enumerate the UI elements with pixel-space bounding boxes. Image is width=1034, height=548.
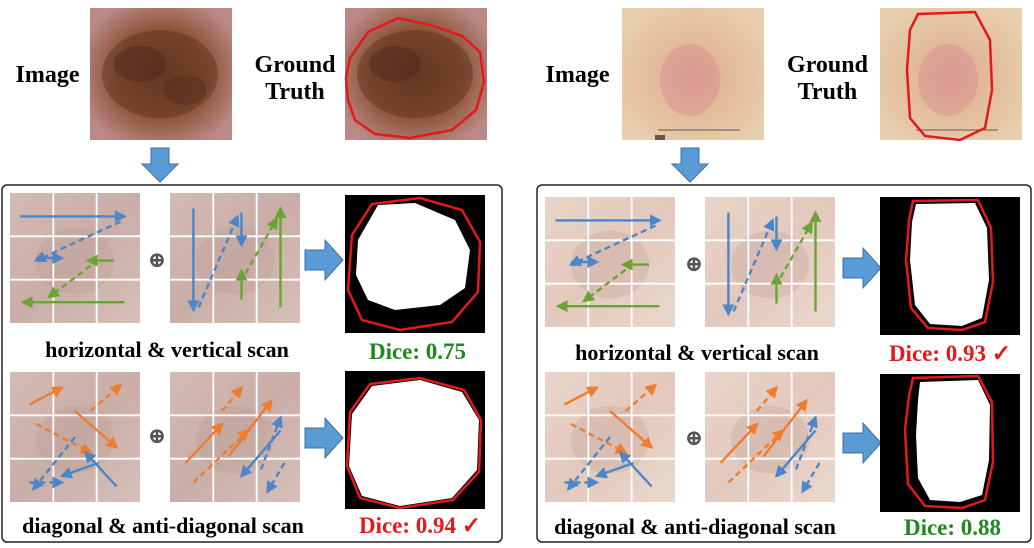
right-d-scan-arrow — [624, 383, 658, 412]
left-d-scan-arrow — [31, 436, 76, 491]
left-hv-to-pred-arrow — [304, 238, 344, 282]
right-image-label: Image — [545, 62, 610, 88]
right-a-scan-tile — [705, 372, 835, 502]
right-hv-combine-icon: ⊕ — [684, 251, 704, 276]
right-gt-contour — [905, 10, 994, 142]
right-d-scan-arrow — [563, 386, 600, 406]
left-hv-prediction — [345, 195, 485, 333]
left-source-image — [90, 8, 232, 140]
right-diag-prediction — [880, 374, 1020, 512]
right-d-scan-arrow — [570, 422, 628, 454]
left-ground-truth-image — [344, 8, 487, 140]
right-a-scan-arrow — [727, 428, 785, 484]
right-panel-frame — [536, 184, 1032, 543]
left-ground-truth-label: Ground Truth — [254, 52, 336, 105]
right-hv-check-icon: ✓ — [991, 341, 1012, 366]
left-hv-caption: horizontal & vertical scan — [45, 337, 289, 362]
left-gt-contour — [344, 16, 486, 140]
left-diag-combine-icon: ⊕ — [147, 423, 167, 448]
left-a-scan-arrow — [266, 462, 286, 494]
right-diag-caption: diagonal & anti-diagonal scan — [554, 514, 836, 539]
left-panel-frame — [1, 184, 503, 543]
left-v-scan-arrow — [244, 216, 278, 275]
left-d-scan-arrow — [74, 410, 119, 449]
right-d-scan-arrow — [566, 436, 611, 491]
right-hv-dice: Dice: 0.93 ✓ — [888, 341, 1012, 366]
left-d-scan-arrow — [28, 386, 65, 406]
right-a-scan-arrow — [801, 462, 821, 494]
right-ground-truth-label: Ground Truth — [787, 52, 868, 105]
left-down-arrow — [140, 147, 180, 183]
right-ground-truth-image — [880, 8, 1022, 142]
right-v-scan-arrow — [732, 218, 775, 312]
right-h-scan-arrow — [568, 224, 657, 267]
left-h-scan-tile — [10, 193, 140, 323]
right-hv-prediction — [880, 197, 1020, 335]
left-diag-dice: Dice: 0.94 ✓ — [358, 513, 482, 538]
right-d-scan-arrow — [609, 410, 654, 449]
right-source-image — [622, 8, 764, 140]
left-diag-caption: diagonal & anti-diagonal scan — [22, 513, 304, 538]
left-d-scan-arrow — [83, 450, 118, 488]
right-diag-dice: Dice: 0.88 — [903, 515, 1002, 540]
left-hv-dice: Dice: 0.75 — [368, 339, 467, 364]
left-image-label: Image — [15, 62, 80, 88]
right-a-scan-arrow — [762, 398, 808, 458]
right-h-scan-arrow — [582, 268, 627, 303]
left-diag-check-icon: ✓ — [461, 513, 482, 538]
left-h-scan-arrow — [47, 264, 92, 299]
left-diag-prediction — [345, 371, 485, 510]
left-a-scan-arrow — [184, 422, 224, 464]
right-hv-caption: horizontal & vertical scan — [575, 340, 819, 365]
left-a-scan-tile — [170, 372, 300, 502]
right-d-scan-arrow — [618, 450, 653, 488]
scan-arrows — [20, 206, 822, 494]
right-diag-to-pred-arrow — [842, 421, 882, 465]
left-v-scan-arrow — [197, 214, 240, 308]
left-a-scan-arrow — [192, 428, 250, 484]
left-a-scan-arrow — [221, 385, 244, 412]
right-down-arrow — [670, 147, 710, 183]
right-h-scan-tile — [545, 197, 675, 327]
right-d-scan-arrow — [594, 461, 634, 479]
right-hv-to-pred-arrow — [842, 246, 882, 290]
left-a-scan-arrow — [227, 398, 273, 458]
right-a-scan-arrow — [756, 385, 779, 412]
left-d-scan-arrow — [89, 383, 123, 412]
left-d-scan-arrow — [35, 422, 93, 454]
right-diag-combine-icon: ⊕ — [684, 425, 704, 450]
left-h-scan-arrow — [33, 220, 122, 263]
left-d-scan-arrow — [59, 461, 99, 479]
right-v-scan-arrow — [779, 220, 813, 279]
right-a-scan-arrow — [719, 422, 759, 464]
left-diag-to-pred-arrow — [304, 416, 344, 460]
left-hv-combine-icon: ⊕ — [147, 247, 167, 272]
